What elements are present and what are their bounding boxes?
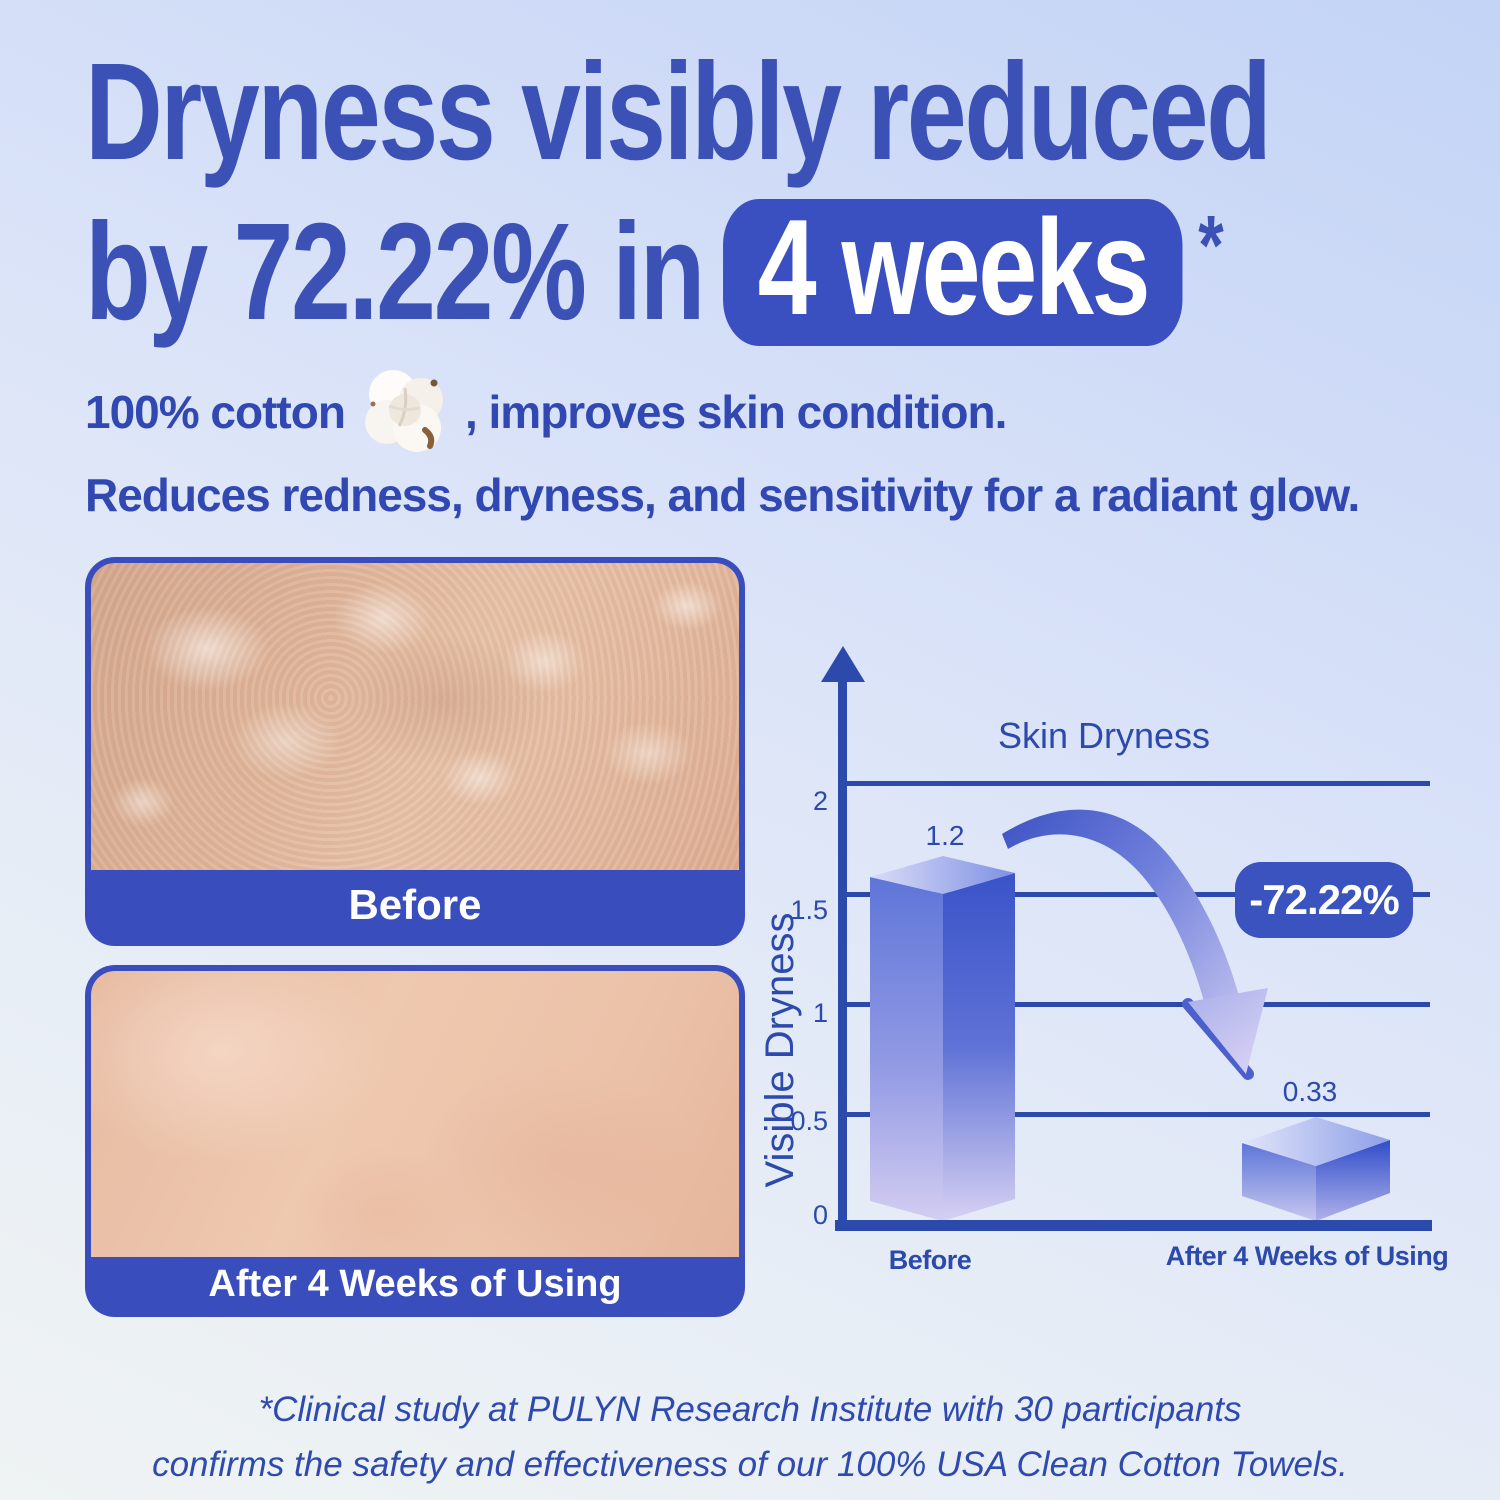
subheading-line1-prefix: 100% cotton	[85, 386, 346, 438]
category-label-after: After 4 Weeks of Using	[1165, 1241, 1449, 1271]
after-banner: After 4 Weeks of Using	[208, 1262, 622, 1305]
footnote-line2: confirms the safety and effectiveness of…	[152, 1445, 1348, 1484]
headline-line2: by 72.22% in 4 weeks *	[85, 195, 1270, 350]
subheading-line1-suffix: , improves skin condition.	[464, 386, 1007, 438]
headline: Dryness visibly reduced by 72.22% in 4 w…	[85, 35, 1272, 350]
bar-before	[870, 856, 1015, 1221]
subheading-line2: Reduces redness, dryness, and sensitivit…	[85, 469, 1360, 521]
reduction-badge: -72.22%	[1235, 862, 1413, 938]
before-photo-card: Before	[85, 557, 745, 946]
ytick-1-5: 1.5	[790, 895, 828, 925]
value-label-after: 0.33	[1282, 1076, 1338, 1107]
gridline-1	[843, 1002, 1430, 1007]
x-axis-line	[835, 1220, 1432, 1231]
ytick-2: 2	[812, 786, 828, 816]
cotton-flower-icon	[364, 370, 443, 452]
gridline-2	[843, 781, 1430, 786]
footnote-asterisk-mark: *	[1198, 197, 1223, 292]
bar-after	[1242, 1117, 1390, 1221]
footnote-line1: *Clinical study at PULYN Research Instit…	[258, 1390, 1242, 1429]
ytick-0-5: 0.5	[790, 1106, 828, 1136]
y-axis-line	[838, 672, 847, 1231]
after-skin-photo	[91, 971, 739, 1257]
ytick-0: 0	[812, 1200, 828, 1230]
headline-pill: 4 weeks	[723, 199, 1183, 346]
subheading: 100% cotton , improves skin condition. R…	[85, 362, 1360, 522]
subheading-line1: 100% cotton , improves skin condition.	[85, 362, 1359, 462]
after-photo-card: After 4 Weeks of Using	[85, 965, 745, 1317]
headline-line1: Dryness visibly reduced	[85, 35, 1272, 189]
before-skin-photo	[91, 563, 739, 870]
reduction-arrow-icon	[1002, 809, 1268, 1080]
headline-line2-text: by 72.22% in	[85, 195, 705, 350]
value-label-before: 1.2	[925, 820, 965, 851]
category-label-before: Before	[888, 1245, 972, 1275]
chart-title: Skin Dryness	[997, 715, 1211, 756]
before-banner: Before	[348, 881, 482, 928]
ytick-1: 1	[812, 998, 828, 1028]
gridline-0-5	[843, 1112, 1430, 1117]
